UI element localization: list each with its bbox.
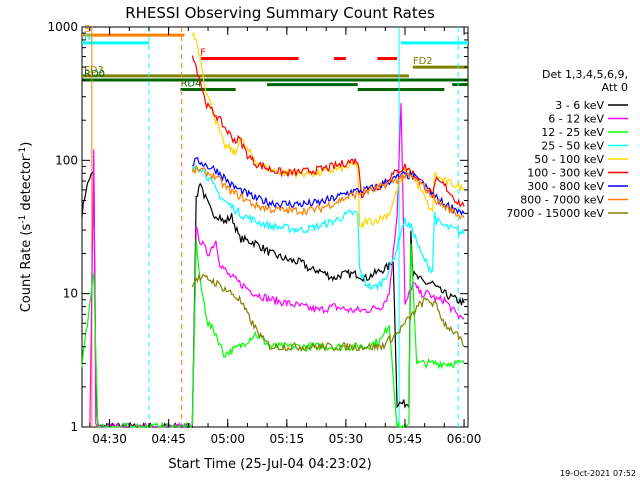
axes: 1 10 100 1000 04:30 04:45 05:00 05:15 05:30 05:45… [47,20,481,446]
mode-bar-label: N [84,32,91,43]
legend-label: 25 - 50 keV [541,140,604,153]
y-tick-label: 1000 [47,20,78,34]
x-tick-label: 05:30 [329,432,364,446]
legend-label: 300 - 800 keV [527,180,604,193]
legend-label: 50 - 100 keV [534,153,604,166]
x-tick-label: 05:00 [210,432,245,446]
x-tick-label: 04:30 [92,432,127,446]
legend-header-line1: Det 1,3,4,5,6,9, [542,68,628,81]
mode-bar-label: RD4 [180,78,201,89]
legend-label: 3 - 6 keV [555,99,604,112]
legend-label: 100 - 300 keV [527,167,604,180]
legend-label: 12 - 25 keV [541,126,604,139]
y-tick-label: 1 [70,420,78,434]
legend-label: 7000 - 15000 keV [506,207,604,220]
x-tick-label: 04:45 [151,432,186,446]
plot-frame [81,26,469,428]
mode-bar-label: FD3 [84,65,104,76]
legend-header-line2: Att 0 [602,81,628,94]
series-line [191,163,465,292]
mode-bar-label: RD0 [84,69,105,80]
plot-area [81,26,469,428]
mode-bar-label: F [200,48,206,59]
series-line [81,238,465,429]
x-tick-label: 05:45 [388,432,423,446]
legend-label: 6 - 12 keV [548,113,604,126]
x-axis-label: Start Time (25-Jul-04 04:23:02) [168,457,371,472]
mode-bar-label: FD2 [413,56,433,67]
series-line [89,103,465,429]
y-axis-label: Count Rate (s-1 detector-1) [18,142,34,313]
mode-bar-label: S [84,24,90,35]
x-tick-label: 05:15 [270,432,305,446]
series-line [191,273,465,352]
series-lines [81,31,465,429]
x-tick-label: 06:00 [447,432,482,446]
timestamp: 19-Oct-2021 07:52 [560,469,636,478]
legend-label: 800 - 7000 keV [520,194,604,207]
y-tick-label: 10 [63,287,78,301]
chart-title: RHESSI Observing Summary Count Rates [125,4,435,22]
series-line [191,164,465,221]
y-tick-label: 100 [55,153,78,167]
